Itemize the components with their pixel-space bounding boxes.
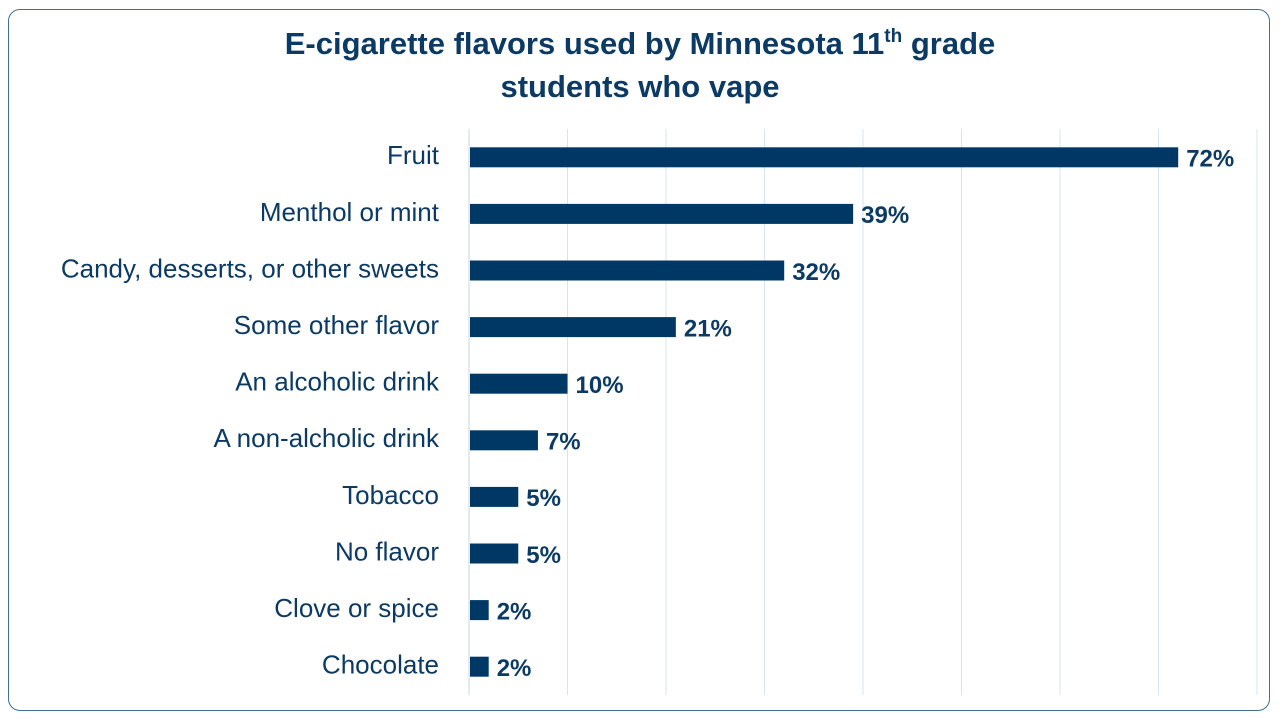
bar	[470, 260, 785, 281]
data-label: 2%	[497, 655, 532, 682]
bar	[470, 600, 489, 621]
category-label: Candy, desserts, or other sweets	[61, 253, 439, 283]
bar	[470, 486, 519, 507]
chart-title: E-cigarette flavors used by Minnesota 11…	[0, 22, 1280, 108]
category-label: Fruit	[387, 140, 440, 170]
bar	[470, 317, 676, 338]
category-label: No flavor	[335, 536, 439, 566]
data-label: 2%	[497, 598, 532, 625]
data-label: 72%	[1186, 146, 1234, 173]
bar	[470, 543, 519, 564]
category-labels: Fruit Menthol or mint Candy, desserts, or …	[61, 140, 440, 679]
bar	[470, 656, 489, 677]
category-label: Tobacco	[342, 480, 439, 510]
data-label: 7%	[546, 429, 581, 456]
data-label: 5%	[526, 485, 561, 512]
data-label: 39%	[861, 202, 909, 229]
category-label: A non-alcholic drink	[214, 423, 440, 453]
chart-frame	[8, 9, 1270, 711]
chart-title-superscript: th	[884, 26, 903, 47]
bar	[470, 203, 854, 224]
bar	[470, 430, 538, 451]
category-label: Menthol or mint	[260, 197, 440, 227]
data-label: 32%	[792, 259, 840, 286]
bar	[470, 373, 568, 394]
value-labels: 72% 39% 32% 21% 10% 7% 5% 5% 2% 2%	[497, 146, 1235, 682]
chart-title-text: E-cigarette flavors used by Minnesota 11	[284, 26, 885, 61]
bars	[470, 147, 1179, 677]
category-label: Clove or spice	[274, 593, 439, 623]
category-label: Some other flavor	[234, 310, 440, 340]
category-label: Chocolate	[322, 650, 439, 680]
bar	[470, 147, 1179, 168]
data-label: 10%	[576, 372, 624, 399]
data-label: 21%	[684, 315, 732, 342]
category-label: An alcoholic drink	[235, 367, 440, 397]
chart-title-text-end: grade	[902, 26, 996, 61]
chart-title-line2: students who vape	[500, 69, 780, 104]
chart-title-line1: E-cigarette flavors used by Minnesota 11…	[0, 22, 1280, 65]
data-label: 5%	[526, 542, 561, 569]
